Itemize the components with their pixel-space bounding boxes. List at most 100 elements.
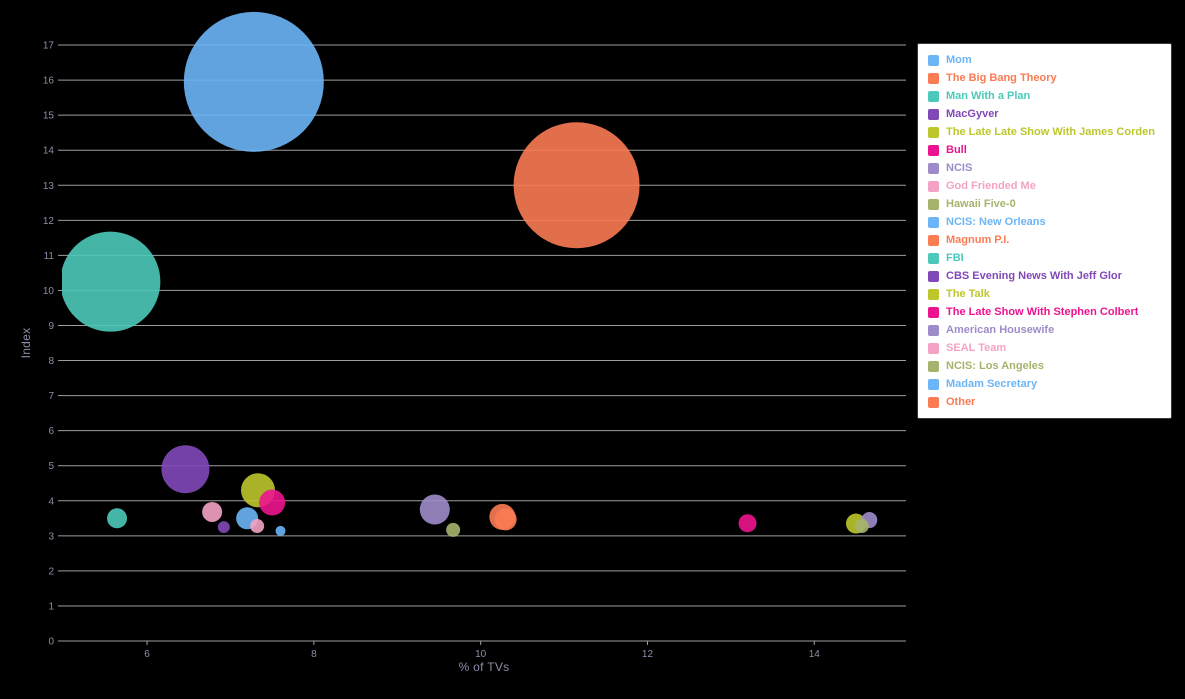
legend-swatch [928,90,939,102]
y-tick-label: 7 [48,391,54,402]
legend-swatch [928,234,939,246]
legend-item[interactable]: Bull [928,141,1161,159]
legend-item[interactable]: MacGyver [928,105,1161,123]
x-tick-label: 14 [809,649,821,660]
bubble-madam-secretary[interactable] [275,525,286,536]
legend-item[interactable]: Man With a Plan [928,87,1161,105]
legend-label: NCIS: New Orleans [946,216,1046,228]
legend-label: CBS Evening News With Jeff Glor [946,270,1122,282]
legend-label: FBI [946,252,964,264]
legend-label: NCIS [946,162,973,174]
legend-swatch [928,360,939,372]
x-tick-label: 12 [642,649,654,660]
legend-label: Hawaii Five-0 [946,198,1016,210]
legend-swatch [928,306,939,318]
y-tick-label: 9 [48,321,54,332]
legend-label: MacGyver [946,108,999,120]
y-axis-title: Index [19,327,33,359]
y-tick-label: 3 [48,531,54,542]
legend-label: Mom [946,54,972,66]
y-tick-label: 10 [43,286,55,297]
legend-label: God Friended Me [946,180,1036,192]
legend-label: SEAL Team [946,342,1007,354]
legend-swatch [928,126,939,138]
legend-swatch [928,72,939,84]
x-axis-title: % of TVs [458,660,510,674]
bubble-the-big-bang-theory[interactable] [513,122,640,249]
legend-item[interactable]: NCIS [928,159,1161,177]
y-tick-label: 17 [43,41,55,52]
x-tick-label: 6 [144,649,150,660]
legend-swatch [928,252,939,264]
legend-swatch [928,288,939,300]
y-tick-label: 4 [48,496,54,507]
legend-label: Man With a Plan [946,90,1031,102]
legend-item[interactable]: The Big Bang Theory [928,69,1161,87]
legend-label: Bull [946,144,967,156]
y-tick-label: 11 [44,251,55,262]
legend-swatch [928,54,939,66]
y-tick-label: 15 [43,111,55,122]
legend-swatch [928,342,939,354]
bubble-other[interactable] [494,508,517,531]
legend-label: The Big Bang Theory [946,72,1057,84]
legend-swatch [928,198,939,210]
legend-item[interactable]: Madam Secretary [928,375,1161,393]
y-tick-label: 1 [48,601,54,612]
legend-item[interactable]: CBS Evening News With Jeff Glor [928,267,1161,285]
legend-label: The Late Show With Stephen Colbert [946,306,1139,318]
bubble-god-friended-me[interactable] [202,501,223,522]
legend-label: Other [946,396,976,408]
legend-item[interactable]: SEAL Team [928,339,1161,357]
legend-swatch [928,378,939,390]
legend-swatch [928,108,939,120]
bubble-cbs-evening-news-with-jeff-glor[interactable] [217,521,230,534]
bubble-ncis[interactable] [419,494,450,525]
y-tick-label: 2 [48,566,54,577]
legend-item[interactable]: Magnum P.I. [928,231,1161,249]
bubble-ncis-los-angeles[interactable] [854,519,869,534]
bubble-seal-team[interactable] [250,519,265,534]
bubble-macgyver[interactable] [161,445,210,494]
legend-item[interactable]: NCIS: Los Angeles [928,357,1161,375]
legend-item[interactable]: NCIS: New Orleans [928,213,1161,231]
bubble-fbi[interactable] [107,508,128,529]
legend-item[interactable]: The Late Late Show With James Corden [928,123,1161,141]
y-tick-label: 0 [48,637,54,648]
legend-item[interactable]: Mom [928,51,1161,69]
legend: Mom The Big Bang Theory Man With a Plan Mac… [917,43,1172,419]
legend-item[interactable]: The Late Show With Stephen Colbert [928,303,1161,321]
legend-item[interactable]: God Friended Me [928,177,1161,195]
legend-swatch [928,216,939,228]
legend-label: Magnum P.I. [946,234,1010,246]
bubble-the-late-show-with-stephen-colbert[interactable] [738,514,757,533]
bubble-man-with-a-plan[interactable] [60,231,161,332]
legend-label: American Housewife [946,324,1055,336]
y-tick-label: 13 [43,181,55,192]
x-tick-label: 10 [475,649,487,660]
legend-swatch [928,144,939,156]
legend-item[interactable]: FBI [928,249,1161,267]
bubble-bull[interactable] [259,489,286,516]
legend-item[interactable]: American Housewife [928,321,1161,339]
legend-label: Madam Secretary [946,378,1038,390]
legend-label: The Talk [946,288,990,300]
legend-item[interactable]: Hawaii Five-0 [928,195,1161,213]
legend-swatch [928,396,939,408]
legend-label: NCIS: Los Angeles [946,360,1044,372]
legend-item[interactable]: Other [928,393,1161,411]
bubble-mom[interactable] [183,11,324,152]
legend-swatch [928,180,939,192]
legend-swatch [928,270,939,282]
x-tick-label: 8 [311,649,317,660]
y-tick-label: 8 [48,356,54,367]
bubble-hawaii-five-0[interactable] [446,522,461,537]
bubble-layer [60,11,878,537]
legend-swatch [928,162,939,174]
legend-swatch [928,324,939,336]
legend-item[interactable]: The Talk [928,285,1161,303]
legend-label: The Late Late Show With James Corden [946,126,1155,138]
y-tick-label: 5 [48,461,54,472]
